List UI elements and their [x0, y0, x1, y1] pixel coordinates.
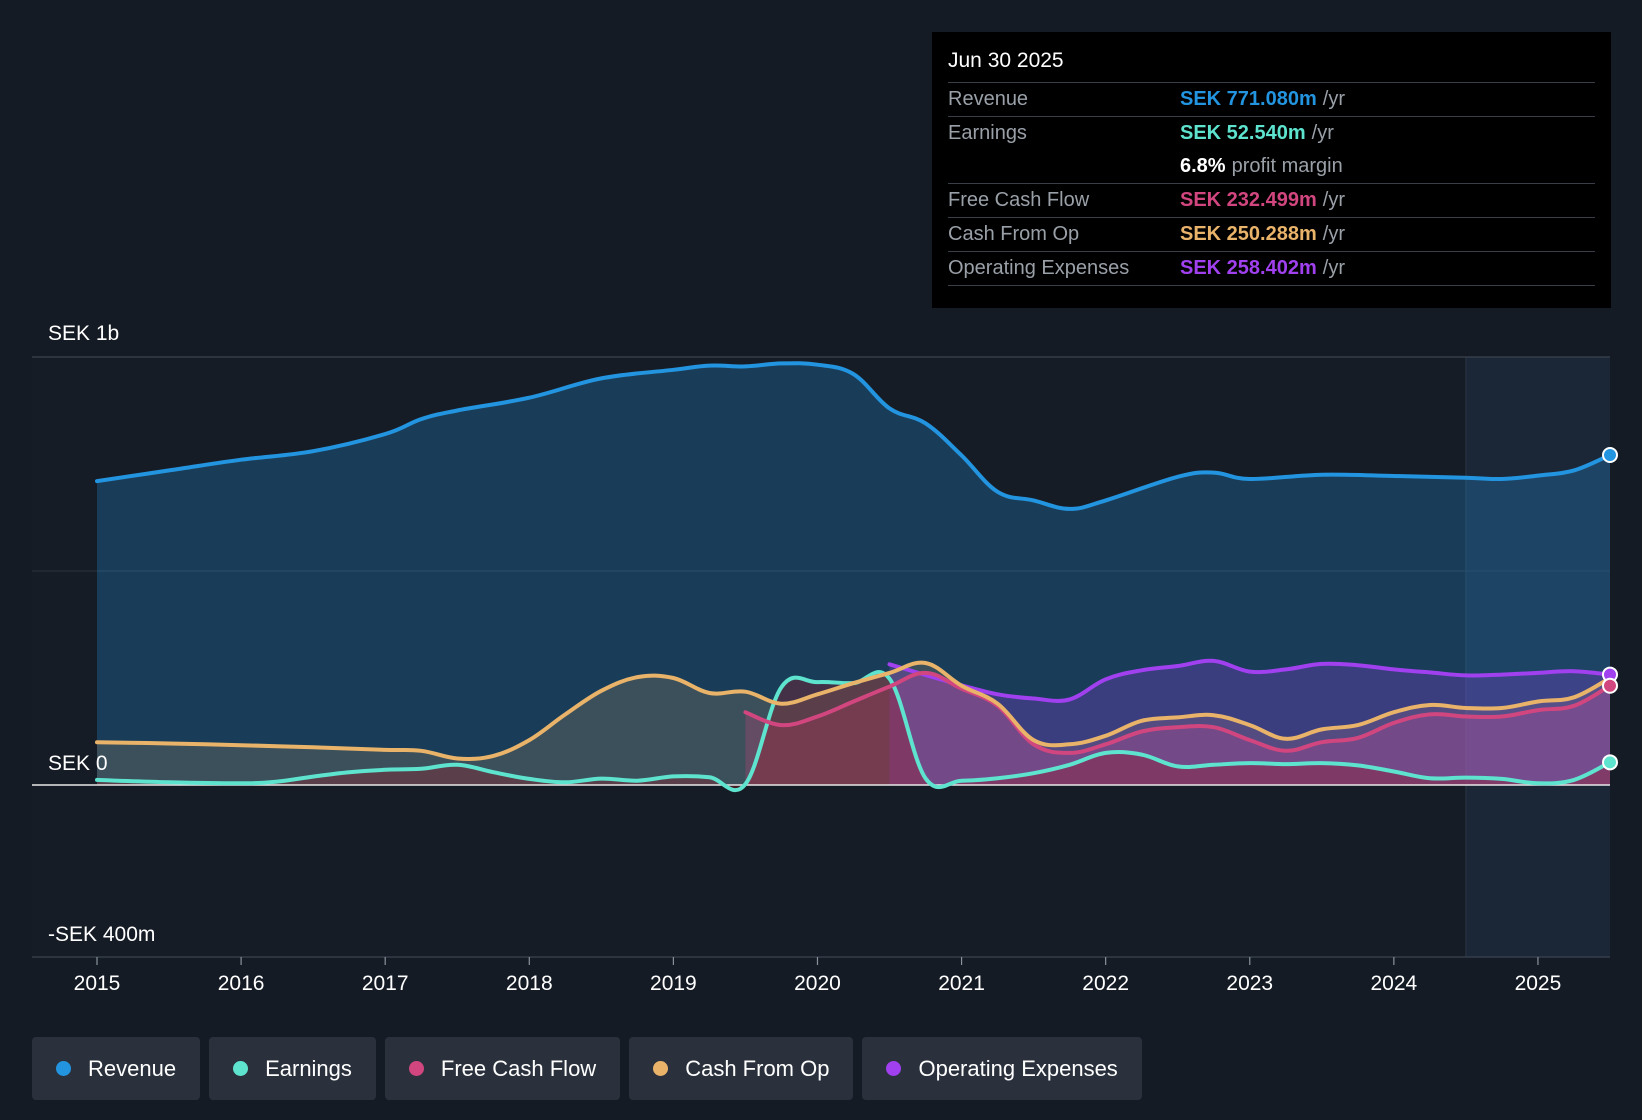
tooltip-row-revenue: Revenue SEK 771.080m /yr — [948, 82, 1595, 116]
legend-item-cfo[interactable]: Cash From Op — [629, 1037, 854, 1100]
tooltip-unit: /yr — [1322, 189, 1345, 211]
legend-item-opex[interactable]: Operating Expenses — [862, 1037, 1142, 1100]
legend-dot-icon — [56, 1061, 71, 1076]
legend-dot-icon — [653, 1061, 669, 1076]
area-earnings — [97, 671, 1610, 791]
x-tick-label: 2020 — [794, 972, 841, 995]
y-label-zero: SEK 0 — [48, 752, 108, 775]
legend-item-revenue[interactable]: Revenue — [32, 1037, 201, 1100]
tooltip-value: SEK 258.402m — [1180, 257, 1317, 279]
plot-background — [32, 357, 1610, 957]
end-markers — [1602, 447, 1618, 771]
y-label-top: SEK 1b — [48, 322, 119, 345]
tooltip-label: Revenue — [948, 88, 1029, 110]
tooltip-unit: /yr — [1311, 122, 1334, 144]
series-areas — [97, 363, 1610, 791]
tooltip-label: Operating Expenses — [948, 257, 1130, 279]
tooltip-date: Jun 30 2025 — [948, 49, 1064, 72]
tooltip-label: Free Cash Flow — [948, 189, 1090, 211]
line-cfo — [95, 660, 1612, 761]
marker-revenue — [1602, 447, 1618, 464]
tooltip-unit: /yr — [1322, 257, 1345, 279]
tooltip-unit: /yr — [1322, 88, 1345, 110]
legend-dot-icon — [886, 1061, 902, 1076]
x-tick-label: 2018 — [506, 972, 553, 995]
tooltip-unit: /yr — [1322, 223, 1345, 245]
legend-label: Earnings — [265, 1055, 352, 1081]
x-tick-label: 2022 — [1082, 972, 1129, 995]
line-earnings — [95, 670, 1612, 793]
legend: Revenue Earnings Free Cash Flow Cash Fro… — [32, 1037, 1142, 1100]
x-tick-label: 2024 — [1370, 972, 1417, 995]
legend-label: Free Cash Flow — [440, 1055, 597, 1081]
line-opex — [887, 658, 1612, 703]
x-tick-label: 2016 — [218, 972, 265, 995]
tooltip-row-earnings: Earnings SEK 52.540m /yr — [948, 116, 1595, 150]
legend-dot-icon — [233, 1061, 249, 1076]
marker-earnings — [1602, 754, 1618, 771]
tooltip-label: Cash From Op — [948, 223, 1080, 245]
legend-dot-icon — [408, 1061, 424, 1076]
tooltip-value: SEK 771.080m — [1180, 88, 1317, 110]
area-revenue — [97, 363, 1610, 785]
line-revenue — [95, 361, 1612, 511]
tooltip-panel: Jun 30 2025 Revenue SEK 771.080m /yr Ear… — [932, 32, 1611, 308]
tooltip-row-opex: Operating Expenses SEK 258.402m /yr — [948, 251, 1595, 286]
tooltip-row-cfo: Cash From Op SEK 250.288m /yr — [948, 217, 1595, 251]
x-axis: 2015 2016 2017 2018 2019 2020 2021 2022 2023 2024… — [74, 957, 1562, 995]
legend-item-fcf[interactable]: Free Cash Flow — [384, 1037, 621, 1100]
tooltip-value: SEK 232.499m — [1180, 189, 1317, 211]
x-tick-label: 2019 — [650, 972, 697, 995]
gridlines — [32, 356, 1610, 958]
tooltip-margin-label: profit margin — [1231, 155, 1343, 177]
tooltip-label-spacer — [948, 150, 1180, 183]
tooltip-row-margin: 6.8% profit margin — [948, 150, 1595, 183]
area-cfo — [97, 662, 1610, 785]
forecast-shade — [1465, 357, 1610, 957]
tooltip-value: SEK 250.288m — [1180, 223, 1317, 245]
tooltip-value: SEK 52.540m — [1180, 122, 1306, 144]
tooltip-row-fcf: Free Cash Flow SEK 232.499m /yr — [948, 183, 1595, 217]
x-tick-label: 2015 — [74, 972, 121, 995]
x-tick-label: 2025 — [1515, 972, 1562, 995]
legend-label: Operating Expenses — [918, 1055, 1118, 1081]
marker-fcf — [1602, 677, 1618, 694]
tooltip-label: Earnings — [948, 122, 1027, 144]
line-fcf — [743, 670, 1612, 755]
x-tick-label: 2023 — [1226, 972, 1273, 995]
tooltip-margin-value: 6.8% — [1180, 155, 1226, 177]
legend-item-earnings[interactable]: Earnings — [209, 1037, 376, 1100]
y-label-bottom: -SEK 400m — [48, 923, 155, 946]
legend-label: Revenue — [88, 1055, 177, 1081]
x-tick-label: 2021 — [938, 972, 985, 995]
series-lines — [95, 361, 1612, 793]
legend-label: Cash From Op — [685, 1055, 830, 1081]
x-tick-label: 2017 — [362, 972, 409, 995]
